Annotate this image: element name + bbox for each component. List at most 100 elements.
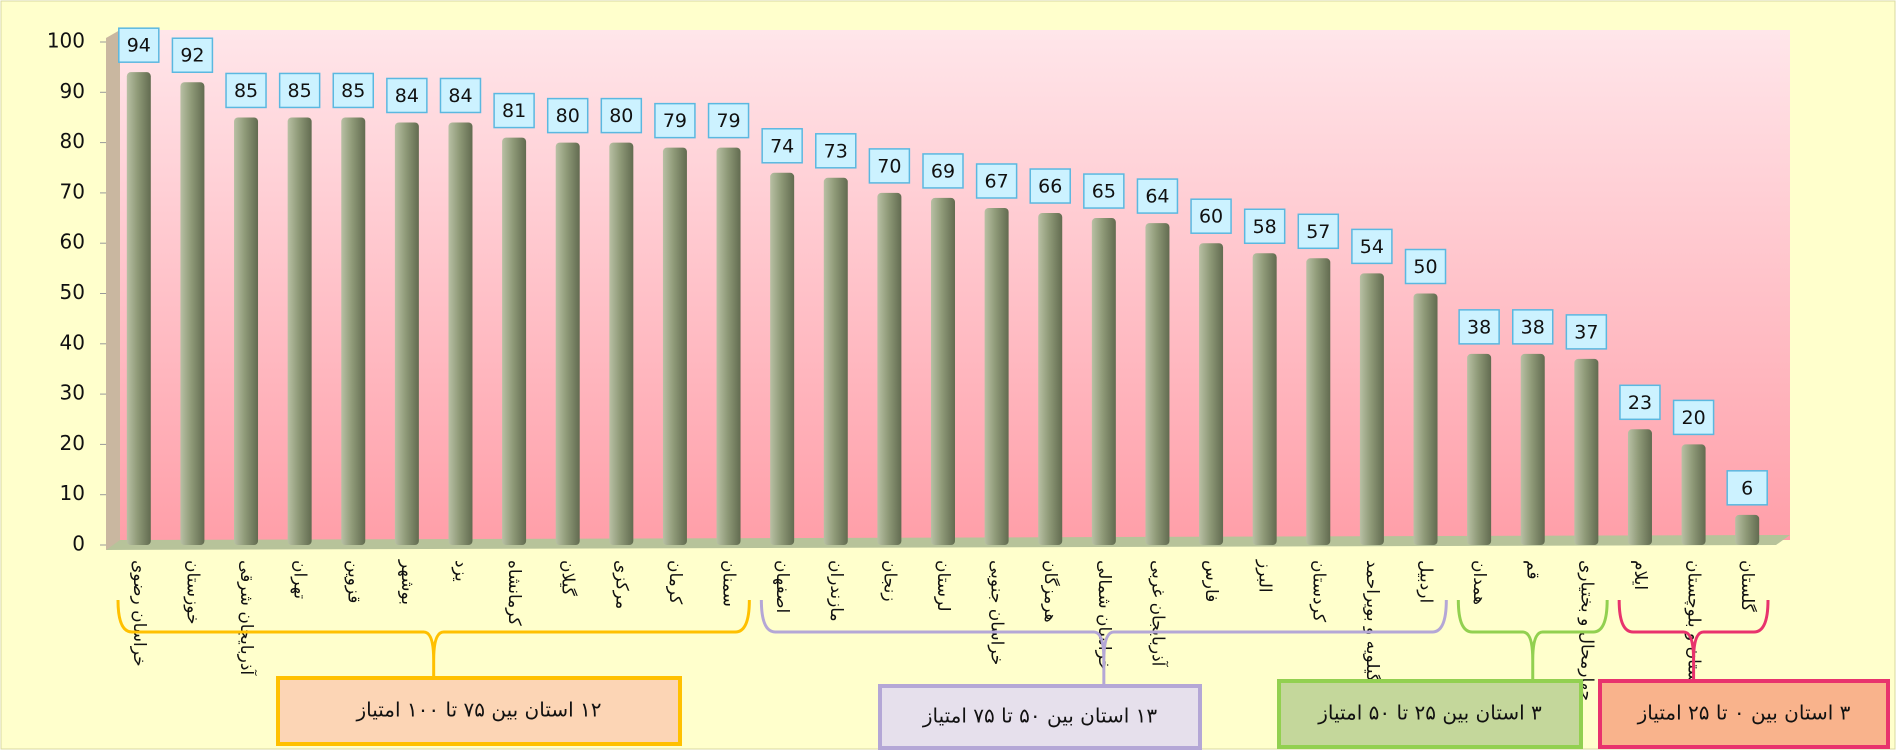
- group-box: [878, 684, 1202, 750]
- value-label: 38: [1521, 316, 1545, 338]
- value-label-box: [1136, 178, 1179, 214]
- value-label: 58: [1253, 216, 1277, 238]
- value-label-box: [1351, 228, 1393, 265]
- x-tick-label: زنجان: [879, 560, 899, 602]
- x-tick-label: کهگیلویه و بویراحمد: [1362, 560, 1383, 700]
- x-tick-label: هرمزگان: [1040, 560, 1061, 623]
- value-label: 85: [288, 80, 312, 102]
- x-tick-label: یزد: [450, 560, 470, 582]
- value-label-box: [1083, 173, 1125, 209]
- value-label: 6: [1741, 477, 1753, 499]
- value-label: 65: [1092, 181, 1116, 203]
- bar: [1252, 253, 1277, 545]
- x-tick-label: خراسان شمالی: [1094, 560, 1114, 671]
- bar: [1091, 218, 1116, 546]
- value-label-box: [1029, 168, 1071, 204]
- bar: [716, 147, 741, 545]
- x-tick-label: قزوین: [343, 560, 363, 603]
- value-label: 57: [1306, 221, 1330, 243]
- value-label-box: [493, 92, 535, 129]
- x-tick-label: البرز: [1255, 559, 1275, 593]
- x-tick-label: تهران: [290, 560, 310, 599]
- bar: [234, 117, 259, 545]
- x-tick-label: سیستان و بلوچستان: [1684, 560, 1704, 704]
- value-label: 38: [1467, 316, 1491, 338]
- bar: [984, 207, 1009, 546]
- bar: [1681, 444, 1706, 545]
- value-label: 79: [663, 110, 687, 132]
- bar: [662, 147, 687, 545]
- value-label: 84: [395, 85, 419, 107]
- value-label-box: [654, 102, 696, 139]
- x-tick-label: آذربایجان غربی: [1147, 560, 1169, 668]
- bar: [287, 117, 312, 545]
- bar: [823, 177, 848, 545]
- x-tick-label: همدان: [1469, 560, 1489, 605]
- value-label: 37: [1574, 321, 1598, 343]
- x-tick-label: قم: [1523, 560, 1543, 579]
- bar: [1467, 353, 1492, 545]
- y-tick-label: 80: [60, 129, 85, 153]
- value-label-box: [1619, 384, 1661, 421]
- value-label-box: [171, 37, 214, 73]
- value-label-box: [1190, 198, 1232, 234]
- value-label: 80: [556, 105, 580, 127]
- value-label-box: [815, 133, 857, 169]
- value-label: 66: [1038, 176, 1062, 198]
- bar: [1735, 514, 1760, 545]
- value-label: 50: [1413, 256, 1437, 278]
- value-label-box: [225, 72, 267, 109]
- value-label: 60: [1199, 206, 1223, 228]
- value-label-box: [118, 27, 160, 63]
- x-tick-label: فارس: [1201, 560, 1221, 602]
- x-tick-label: گلستان: [1737, 560, 1758, 613]
- value-label-box: [922, 153, 964, 189]
- y-tick-label: 50: [60, 280, 85, 304]
- value-label: 23: [1628, 392, 1652, 414]
- group-label: ۱۲ استان بین ۷۵ تا ۱۰۰ امتیاز: [355, 698, 601, 722]
- bar: [1413, 293, 1438, 545]
- bar: [1359, 273, 1384, 545]
- value-label: 85: [341, 80, 365, 102]
- y-tick-label: 20: [60, 431, 85, 455]
- value-label-box: [1726, 470, 1768, 506]
- bar: [394, 122, 419, 545]
- bar: [1627, 429, 1652, 545]
- value-label: 79: [716, 110, 740, 132]
- x-tick-label: کردستان: [1308, 560, 1328, 623]
- group-label: ۱۳ استان بین ۵۰ تا ۷۵ امتیاز: [922, 704, 1158, 728]
- bar: [502, 137, 527, 545]
- value-label-box: [1458, 309, 1500, 345]
- x-tick-label: خراسان جنوبی: [987, 560, 1007, 665]
- value-label: 85: [234, 80, 258, 102]
- value-label: 84: [448, 85, 472, 107]
- value-label: 73: [824, 140, 848, 162]
- bar: [555, 142, 580, 545]
- value-label: 70: [877, 155, 901, 177]
- bar: [1306, 258, 1331, 545]
- value-label: 80: [609, 105, 633, 127]
- y-tick-label: 60: [60, 230, 85, 254]
- value-label: 69: [931, 160, 955, 182]
- x-tick-label: خوزستان: [182, 560, 202, 625]
- bar: [1199, 243, 1224, 545]
- x-tick-label: مازندران: [826, 560, 846, 622]
- value-label-box: [1565, 314, 1608, 350]
- value-label-box: [600, 97, 643, 134]
- x-tick-label: کرمان: [665, 560, 685, 605]
- value-label: 74: [770, 135, 794, 157]
- x-tick-label: گیلان: [558, 560, 579, 597]
- bar: [877, 192, 902, 545]
- value-label-box: [761, 128, 803, 164]
- side-wall: [106, 30, 120, 550]
- value-label: 94: [127, 35, 151, 57]
- bar: [126, 72, 151, 546]
- value-label-box: [439, 77, 482, 114]
- x-tick-label: خراسان رضوی: [129, 560, 149, 667]
- bar: [1520, 353, 1545, 545]
- value-label: 20: [1681, 407, 1705, 429]
- bar: [1145, 223, 1170, 545]
- group-box: [1277, 679, 1583, 749]
- x-tick-label: اصفهان: [772, 560, 792, 613]
